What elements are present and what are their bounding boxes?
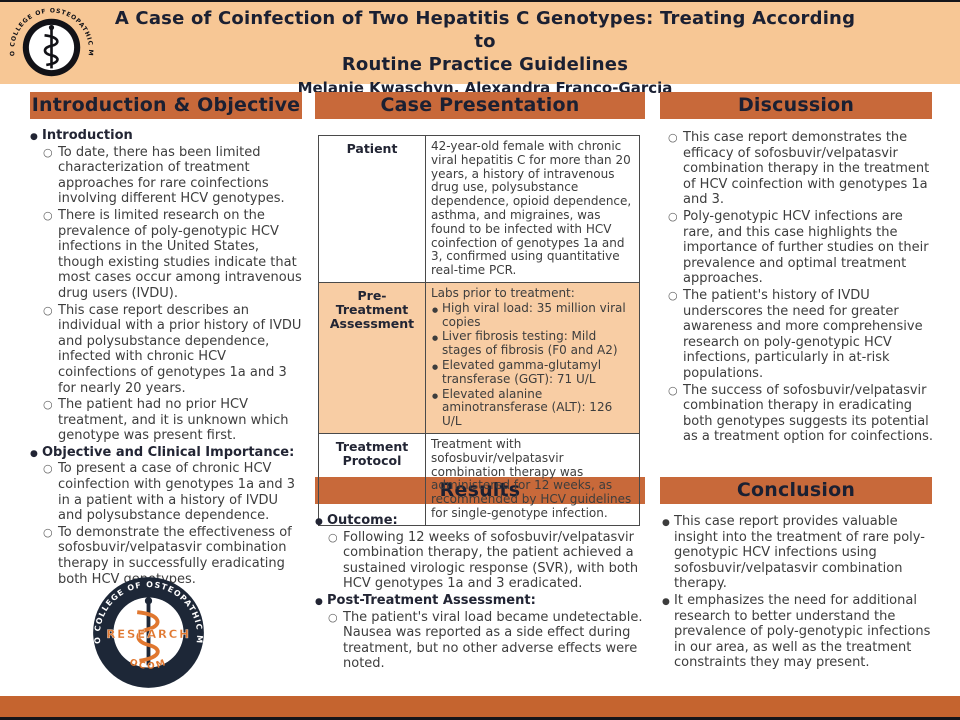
caduceus-icon xyxy=(43,24,59,69)
discussion-bullet: This case report demonstrates the effica… xyxy=(668,130,936,208)
results-group-title: Post-Treatment Assessment: xyxy=(315,593,647,610)
title-line-2: Routine Practice Guidelines xyxy=(341,54,629,75)
results-bullet: The patient's viral load became undetect… xyxy=(328,610,647,672)
logo-ocom-text: OCOM xyxy=(36,66,66,77)
conclusion-bullet: It emphasizes the need for additional re… xyxy=(662,593,940,671)
discussion-bullet: The patient's history of IVDU underscore… xyxy=(668,288,936,382)
conclusion-section-heading: Conclusion xyxy=(660,477,932,504)
research-logo: ORLANDO COLLEGE OF OSTEOPATHIC MEDICINE … xyxy=(92,576,204,688)
objective-bullet: To present a case of chronic HCV coinfec… xyxy=(43,461,304,523)
discussion-bullet: Poly-genotypic HCV infections are rare, … xyxy=(668,209,936,287)
row-label: Pre-Treatment Assessment xyxy=(318,281,426,434)
intro-content: Introduction To date, there has been lim… xyxy=(30,128,304,588)
caduceus-icon xyxy=(136,597,160,666)
row-value: 42-year-old female with chronic viral he… xyxy=(425,135,640,283)
title-line-1: A Case of Coinfection of Two Hepatitis C… xyxy=(114,8,856,52)
poster-title: A Case of Coinfection of Two Hepatitis C… xyxy=(110,7,860,99)
labs-lead: Labs prior to treatment: xyxy=(431,285,575,300)
intro-bullet: This case report describes an individual… xyxy=(43,303,304,397)
results-group-title: Outcome: xyxy=(315,513,647,530)
table-row-patient: Patient 42-year-old female with chronic … xyxy=(318,135,640,283)
logo-research-text: RESEARCH xyxy=(106,627,190,641)
bottom-black-strip xyxy=(0,717,960,720)
row-value: Treatment with sofosbuvir/velpatasvir co… xyxy=(425,432,640,526)
lab-item: Liver fibrosis testing: Mild stages of f… xyxy=(431,330,634,358)
conclusion-bullet: This case report provides valuable insig… xyxy=(662,514,940,592)
intro-bullet: There is limited research on the prevale… xyxy=(43,208,304,302)
discussion-section-heading: Discussion xyxy=(660,92,932,119)
ocom-logo: ORLANDO COLLEGE OF OSTEOPATHIC MEDICINE … xyxy=(8,4,93,78)
case-table: Patient 42-year-old female with chronic … xyxy=(318,135,640,526)
svg-text:OCOM: OCOM xyxy=(36,66,67,77)
intro-section-heading: Introduction & Objective xyxy=(30,92,302,119)
row-value: Labs prior to treatment: High viral load… xyxy=(425,281,640,434)
table-row-treatment: Treatment Protocol Treatment with sofosb… xyxy=(318,432,640,526)
intro-bullet: The patient had no prior HCV treatment, … xyxy=(43,397,304,444)
discussion-bullet: The success of sofosbuvir/velpatasvir co… xyxy=(668,383,936,445)
objective-group-title: Objective and Clinical Importance: xyxy=(30,445,304,462)
table-row-pretreatment: Pre-Treatment Assessment Labs prior to t… xyxy=(318,281,640,434)
bottom-orange-bar xyxy=(0,696,960,717)
discussion-content: This case report demonstrates the effica… xyxy=(662,130,936,446)
lab-item: Elevated alanine aminotransferase (ALT):… xyxy=(431,387,634,429)
logo-ocom-text: OCOM xyxy=(128,658,167,672)
case-section-heading: Case Presentation xyxy=(315,92,645,119)
results-bullet: Following 12 weeks of sofosbuvir/velpata… xyxy=(328,530,647,592)
intro-bullet: To date, there has been limited characte… xyxy=(43,145,304,207)
row-label: Patient xyxy=(318,135,426,283)
objective-bullet: To demonstrate the effectiveness of sofo… xyxy=(43,525,304,587)
lab-item: High viral load: 35 million viral copies xyxy=(431,301,634,330)
results-content: Outcome: Following 12 weeks of sofosbuvi… xyxy=(315,513,647,673)
intro-group-title: Introduction xyxy=(30,128,304,145)
svg-text:OCOM: OCOM xyxy=(128,658,169,672)
lab-item: Elevated gamma-glutamyl transferase (GGT… xyxy=(431,358,634,387)
row-label: Treatment Protocol xyxy=(318,432,426,526)
poster-header: ORLANDO COLLEGE OF OSTEOPATHIC MEDICINE … xyxy=(0,2,960,97)
conclusion-content: This case report provides valuable insig… xyxy=(662,514,940,672)
